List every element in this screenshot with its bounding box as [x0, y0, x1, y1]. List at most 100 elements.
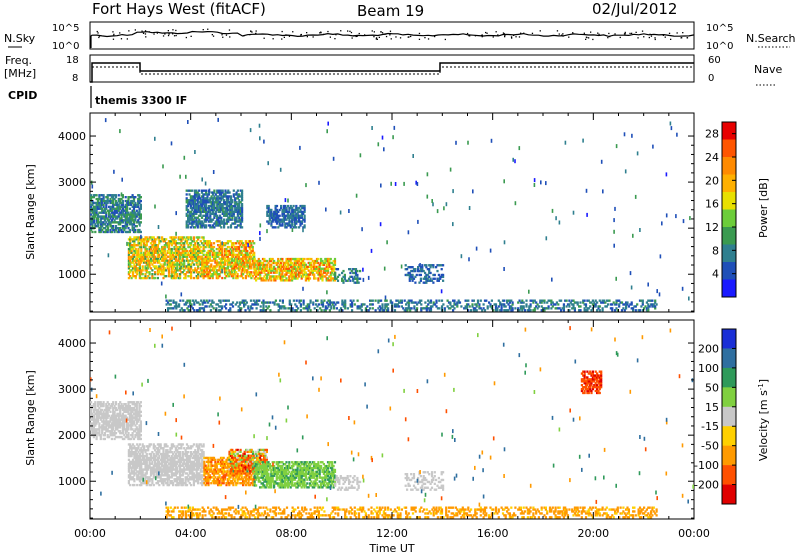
heatmap-cell: [130, 276, 133, 280]
heatmap-cell: [198, 193, 201, 196]
heatmap-cell: [223, 195, 226, 198]
heatmap-cell: [330, 307, 333, 310]
heatmap-cell: [288, 271, 291, 274]
heatmap-cell: [103, 414, 106, 417]
heatmap-cell: [322, 275, 325, 278]
heatmap-cell: [270, 220, 273, 223]
heatmap-cell: [295, 261, 298, 265]
heatmap-cell: [295, 271, 298, 274]
heatmap-cell: [326, 277, 330, 280]
heatmap-cell: [271, 267, 274, 270]
heatmap-cell: [203, 240, 206, 243]
heatmap-cell: [127, 213, 130, 216]
heatmap-cell: [101, 223, 104, 226]
heatmap-cell: [267, 271, 270, 274]
heatmap-cell: [131, 194, 134, 197]
heatmap-cell: [105, 408, 108, 412]
heatmap-cell: [105, 406, 108, 410]
heatmap-cell: [296, 206, 299, 210]
heatmap-cell: [179, 261, 182, 264]
heatmap-cell: [321, 275, 324, 278]
heatmap-cell: [303, 226, 306, 229]
heatmap-cell: [108, 199, 111, 203]
heatmap-cell: [306, 307, 309, 310]
heatmap-cell: [136, 244, 139, 247]
heatmap-cell: [333, 257, 337, 261]
heatmap-cell: [356, 275, 359, 279]
heatmap-cell: [90, 197, 93, 201]
heatmap-cell: [265, 301, 268, 304]
heatmap-cell: [209, 220, 212, 223]
heatmap-cell: [478, 307, 481, 310]
heatmap-cell: [200, 226, 204, 229]
heatmap-cell: [129, 462, 132, 465]
heatmap-cell: [199, 263, 202, 266]
heatmap-cell: [472, 307, 475, 310]
heatmap-cell: [211, 276, 214, 280]
heatmap-cell: [185, 265, 189, 268]
noise-dot: [629, 32, 631, 35]
heatmap-cell: [335, 301, 338, 304]
heatmap-cell: [257, 265, 260, 269]
power-panel-frame: [89, 112, 695, 313]
heatmap-cell: [101, 199, 104, 203]
heatmap-cell: [272, 301, 275, 304]
heatmap-cell: [211, 247, 214, 251]
heatmap-cell: [119, 408, 122, 412]
heatmap-cell: [240, 273, 243, 276]
heatmap-cell: [240, 257, 243, 260]
heatmap-cell: [191, 251, 194, 255]
noise-dot: [641, 30, 644, 32]
heatmap-cell: [235, 263, 238, 266]
heatmap-cell: [238, 307, 242, 310]
heatmap-cell: [609, 303, 612, 306]
heatmap-cell: [244, 242, 247, 245]
heatmap-cell: [203, 218, 206, 221]
heatmap-cell: [284, 216, 287, 219]
heatmap-cell: [342, 301, 345, 304]
heatmap-cell: [341, 309, 344, 312]
heatmap-cell: [186, 301, 189, 304]
heatmap-cell: [568, 303, 571, 306]
heatmap-cell: [112, 196, 115, 199]
noise-dot: [385, 35, 388, 38]
noise-dot: [340, 30, 342, 32]
heatmap-cell: [117, 430, 120, 433]
heatmap-cell: [232, 242, 235, 245]
heatmap-cell: [90, 194, 93, 197]
heatmap-cell: [152, 245, 155, 249]
heatmap-cell: [216, 204, 219, 208]
heatmap-cell: [282, 212, 285, 216]
heatmap-cell: [136, 249, 139, 253]
heatmap-cell: [147, 259, 150, 262]
heatmap-cell: [103, 219, 106, 222]
heatmap-cell: [188, 269, 191, 272]
heatmap-cell: [293, 259, 296, 263]
heatmap-cell: [112, 221, 115, 224]
heatmap-cell: [228, 206, 231, 210]
heatmap-cell: [95, 414, 98, 417]
heatmap-cell: [278, 267, 281, 270]
heatmap-cell: [221, 204, 224, 208]
heatmap-cell: [440, 275, 443, 279]
heatmap-cell: [256, 259, 259, 263]
heatmap-cell: [114, 420, 118, 423]
heatmap-cell: [137, 410, 140, 414]
heatmap-cell: [620, 301, 624, 304]
heatmap-cell: [166, 307, 170, 310]
heatmap-cell: [218, 197, 222, 200]
heatmap-cell: [211, 255, 214, 258]
heatmap-cell: [170, 242, 173, 245]
heatmap-cell: [132, 406, 136, 410]
heatmap-cell: [282, 208, 285, 212]
heatmap-cell: [371, 299, 374, 302]
heatmap-cell: [176, 265, 179, 268]
heatmap-cell: [90, 404, 93, 408]
heatmap-cell: [191, 224, 194, 227]
heatmap-cell: [130, 199, 133, 203]
heatmap-cell: [207, 201, 210, 204]
heatmap-cell: [151, 273, 154, 276]
colorbar-tick-label: 24: [705, 151, 719, 164]
heatmap-cell: [103, 199, 106, 203]
heatmap-cell: [302, 204, 305, 208]
